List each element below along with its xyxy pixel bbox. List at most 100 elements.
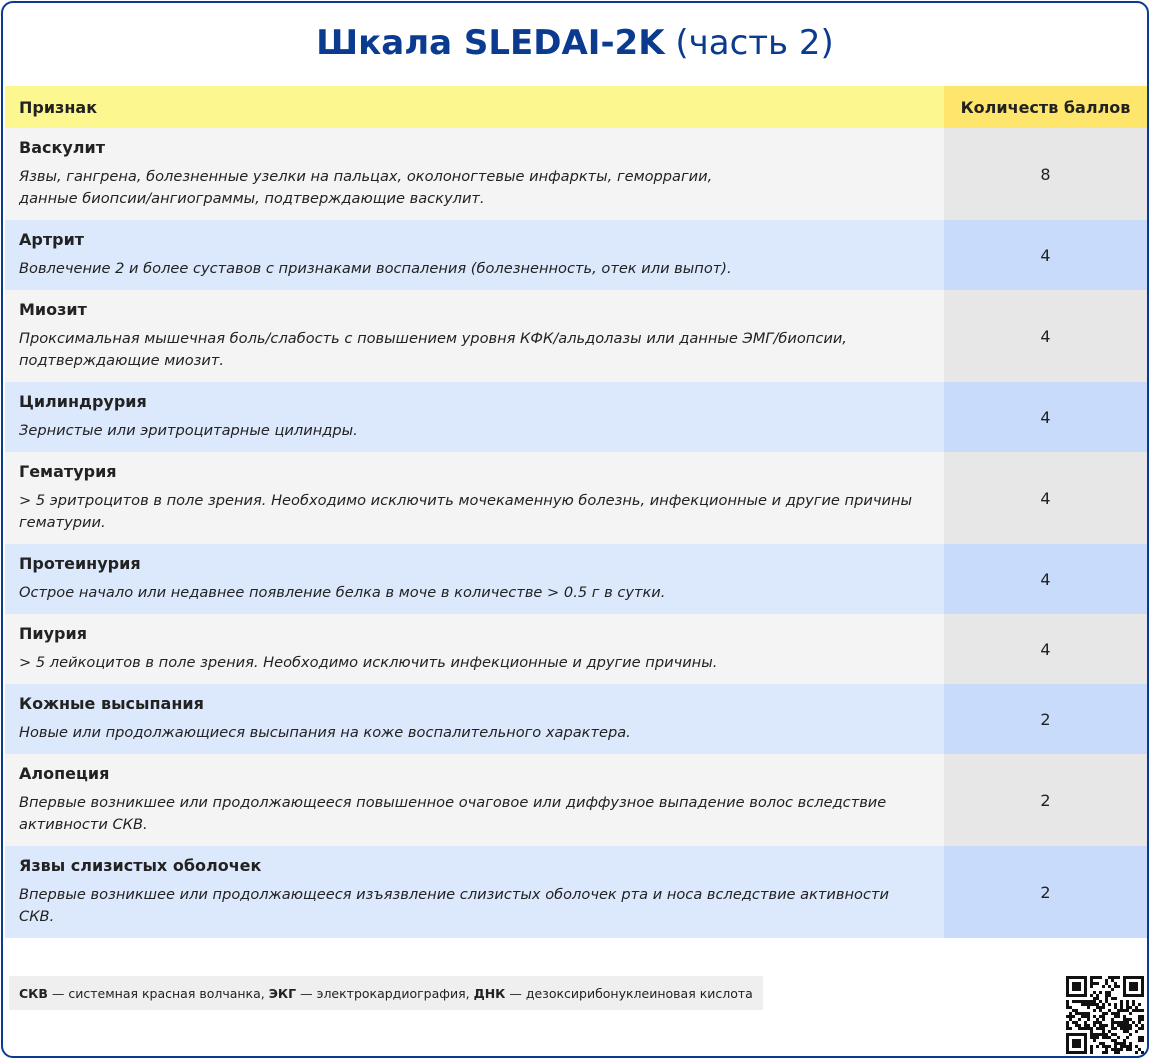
qr-module: [1120, 1024, 1123, 1027]
qr-module: [1123, 1045, 1126, 1048]
table-row: Васкулит Язвы, гангрена, болезненные узел…: [5, 128, 1147, 220]
sign-description: > 5 эритроцитов в поле зрения. Необходим…: [19, 492, 913, 531]
sign-cell: Миозит Проксимальная мышечная боль/слабос…: [5, 290, 944, 382]
qr-module: [1093, 1024, 1096, 1027]
qr-module: [1114, 976, 1117, 979]
qr-module: [1087, 1003, 1090, 1006]
qr-module: [1066, 1003, 1069, 1006]
qr-module: [1081, 1015, 1084, 1018]
qr-module: [1126, 1030, 1129, 1033]
qr-module: [1072, 1009, 1075, 1012]
qr-module: [1078, 1024, 1081, 1027]
sign-cell: Кожные высыпания Новые или продолжающиеся…: [5, 684, 944, 754]
qr-module: [1090, 979, 1093, 982]
qr-module: [1066, 1006, 1069, 1009]
qr-module: [1111, 1039, 1114, 1042]
table-row: Протеинурия Острое начало или недавнее по…: [5, 544, 1147, 614]
qr-module: [1102, 1006, 1105, 1009]
qr-module: [1090, 1048, 1093, 1051]
qr-module: [1075, 1009, 1078, 1012]
qr-module: [1126, 1036, 1129, 1039]
qr-module: [1075, 1012, 1078, 1015]
qr-module: [1069, 1018, 1072, 1021]
sign-cell: Пиурия > 5 лейкоцитов в поле зрения. Необ…: [5, 614, 944, 684]
qr-module: [1114, 982, 1117, 985]
qr-module: [1096, 1027, 1099, 1030]
sign-description: Язвы, гангрена, болезненные узелки на па…: [19, 168, 713, 207]
qr-module: [1111, 988, 1114, 991]
qr-module: [1087, 1024, 1090, 1027]
qr-module: [1108, 991, 1111, 994]
qr-module: [1066, 1000, 1069, 1003]
qr-module: [1102, 1018, 1105, 1021]
qr-module: [1141, 1027, 1144, 1030]
qr-module: [1126, 1018, 1129, 1021]
score-cell: 2: [944, 684, 1147, 754]
table-row: Гематурия > 5 эритроцитов в поле зрения. …: [5, 452, 1147, 544]
qr-module: [1138, 1027, 1141, 1030]
qr-module: [1114, 1048, 1117, 1051]
qr-module: [1126, 1006, 1129, 1009]
qr-module: [1099, 991, 1102, 994]
qr-module: [1117, 976, 1120, 979]
qr-module: [1096, 997, 1099, 1000]
qr-code: [1066, 976, 1144, 1054]
qr-module: [1105, 991, 1108, 994]
score-cell: 4: [944, 544, 1147, 614]
qr-module: [1123, 1021, 1126, 1024]
sign-name: Пиурия: [19, 624, 87, 643]
sign-description: Вовлечение 2 и более суставов с признака…: [19, 260, 732, 277]
qr-module: [1138, 1018, 1141, 1021]
qr-module: [1135, 1051, 1138, 1054]
qr-module: [1126, 1003, 1129, 1006]
abbreviation: ЭКГ: [268, 985, 297, 1001]
qr-module: [1099, 1000, 1102, 1003]
qr-module: [1135, 1045, 1138, 1048]
table-row: Пиурия > 5 лейкоцитов в поле зрения. Необ…: [5, 614, 1147, 684]
qr-module: [1114, 1015, 1117, 1018]
qr-module: [1093, 1009, 1096, 1012]
qr-module: [1066, 1027, 1069, 1030]
qr-module: [1114, 1027, 1117, 1030]
qr-module: [1090, 1036, 1093, 1039]
header-cell: Количеств баллов: [944, 86, 1147, 128]
qr-module: [1135, 1009, 1138, 1012]
qr-module: [1123, 1039, 1126, 1042]
qr-module: [1093, 1021, 1096, 1024]
qr-module: [1114, 1039, 1117, 1042]
qr-module: [1072, 1021, 1075, 1024]
qr-module: [1138, 1009, 1141, 1012]
qr-module: [1093, 1039, 1096, 1042]
qr-module: [1087, 1015, 1090, 1018]
qr-module: [1111, 1048, 1114, 1051]
qr-module: [1138, 1036, 1141, 1039]
qr-module: [1102, 1033, 1105, 1036]
qr-module: [1075, 1024, 1078, 1027]
qr-module: [1117, 1009, 1120, 1012]
qr-module: [1138, 1048, 1141, 1051]
qr-module: [1138, 1015, 1141, 1018]
qr-module: [1102, 1030, 1105, 1033]
qr-module: [1087, 1027, 1090, 1030]
table-row: Цилиндрурия Зернистые или эритроцитарные …: [5, 382, 1147, 452]
abbreviation: ДНК: [473, 985, 506, 1001]
qr-module: [1105, 994, 1108, 997]
qr-module: [1093, 1015, 1096, 1018]
qr-module: [1117, 1021, 1120, 1024]
qr-module: [1090, 1003, 1093, 1006]
qr-module: [1111, 1018, 1114, 1021]
qr-module: [1093, 991, 1096, 994]
qr-module: [1090, 982, 1093, 985]
table: Признак Количеств баллов Васкулит Язвы, г…: [5, 86, 1147, 938]
qr-module: [1135, 1024, 1138, 1027]
qr-module: [1093, 1003, 1096, 1006]
qr-module: [1126, 1048, 1129, 1051]
qr-module: [1123, 1042, 1126, 1045]
qr-module: [1111, 1021, 1114, 1024]
qr-module: [1120, 1003, 1123, 1006]
qr-module: [1081, 1003, 1084, 1006]
qr-module: [1099, 1015, 1102, 1018]
score-cell: 4: [944, 452, 1147, 544]
table-row: Миозит Проксимальная мышечная боль/слабос…: [5, 290, 1147, 382]
